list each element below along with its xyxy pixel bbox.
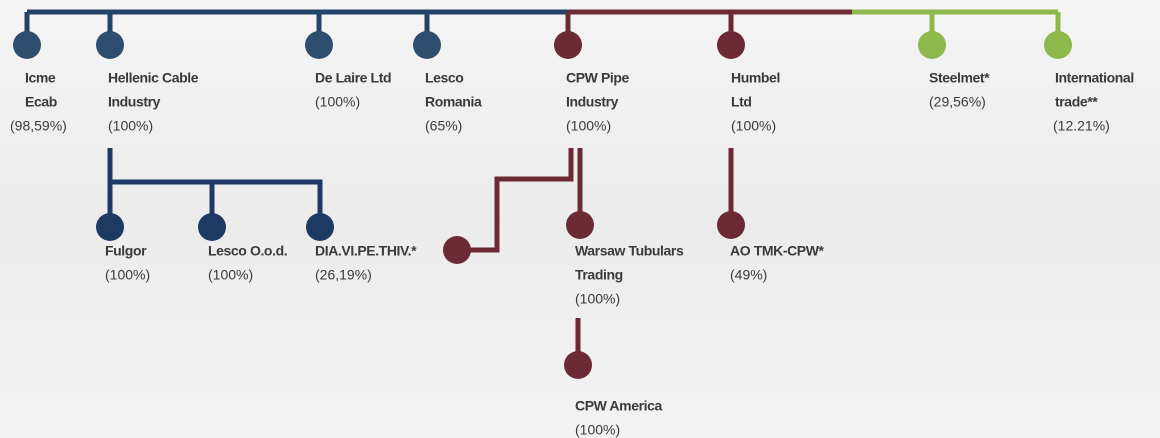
node-dot	[554, 31, 582, 59]
node-name: Warsaw Tubulars	[575, 243, 684, 259]
node-share: (26,19%)	[315, 267, 372, 283]
node-share: (100%)	[575, 291, 620, 307]
node-share: (65%)	[425, 118, 462, 134]
node-name: trade**	[1055, 94, 1098, 110]
node-dot	[413, 31, 441, 59]
node-dot	[566, 211, 594, 239]
node-name: Fulgor	[105, 243, 147, 259]
node-share: (29,56%)	[929, 94, 986, 110]
node-name: Romania	[425, 94, 482, 110]
node-name: Ecab	[25, 94, 57, 110]
node-share: (100%)	[105, 267, 150, 283]
node-dot	[306, 213, 334, 241]
node-dot	[1044, 31, 1072, 59]
node-share: (100%)	[566, 118, 611, 134]
node-share: (12.21%)	[1053, 118, 1110, 134]
node-name: Industry	[108, 94, 161, 110]
node-dot	[305, 31, 333, 59]
node-dot	[918, 31, 946, 59]
node-share: (100%)	[575, 422, 620, 438]
node-name: AO TMK-CPW*	[730, 243, 825, 259]
node-name: DIA.VI.PE.THIV.*	[315, 243, 417, 259]
node-share: (100%)	[731, 118, 776, 134]
node-name: Icme	[25, 70, 56, 86]
node-dot	[717, 211, 745, 239]
joint-node	[443, 236, 471, 264]
node-share: (98,59%)	[10, 118, 67, 134]
node-name: Industry	[566, 94, 619, 110]
node-name: Humbel	[731, 70, 780, 86]
node-name: Hellenic Cable	[108, 70, 199, 86]
node-dot	[198, 213, 226, 241]
node-name: Lesco O.o.d.	[208, 243, 287, 259]
node-name: CPW Pipe	[566, 70, 630, 86]
node-share: (100%)	[208, 267, 253, 283]
node-name: De Laire Ltd	[315, 70, 391, 86]
node-dot	[717, 31, 745, 59]
node-dot	[564, 351, 592, 379]
node-dot	[96, 31, 124, 59]
node-share: (100%)	[108, 118, 153, 134]
node-dot	[96, 213, 124, 241]
node-name: CPW America	[575, 398, 663, 414]
org-chart: Icme Ecab (98,59%) Hellenic Cable Industry (1…	[0, 0, 1160, 438]
node-share: (49%)	[730, 267, 767, 283]
node-name: Steelmet*	[929, 70, 990, 86]
node-name: Trading	[575, 267, 623, 283]
node-name: International	[1055, 70, 1134, 86]
node-name: Ltd	[731, 94, 752, 110]
node-dot	[13, 31, 41, 59]
node-share: (100%)	[315, 94, 360, 110]
node-name: Lesco	[425, 70, 463, 86]
